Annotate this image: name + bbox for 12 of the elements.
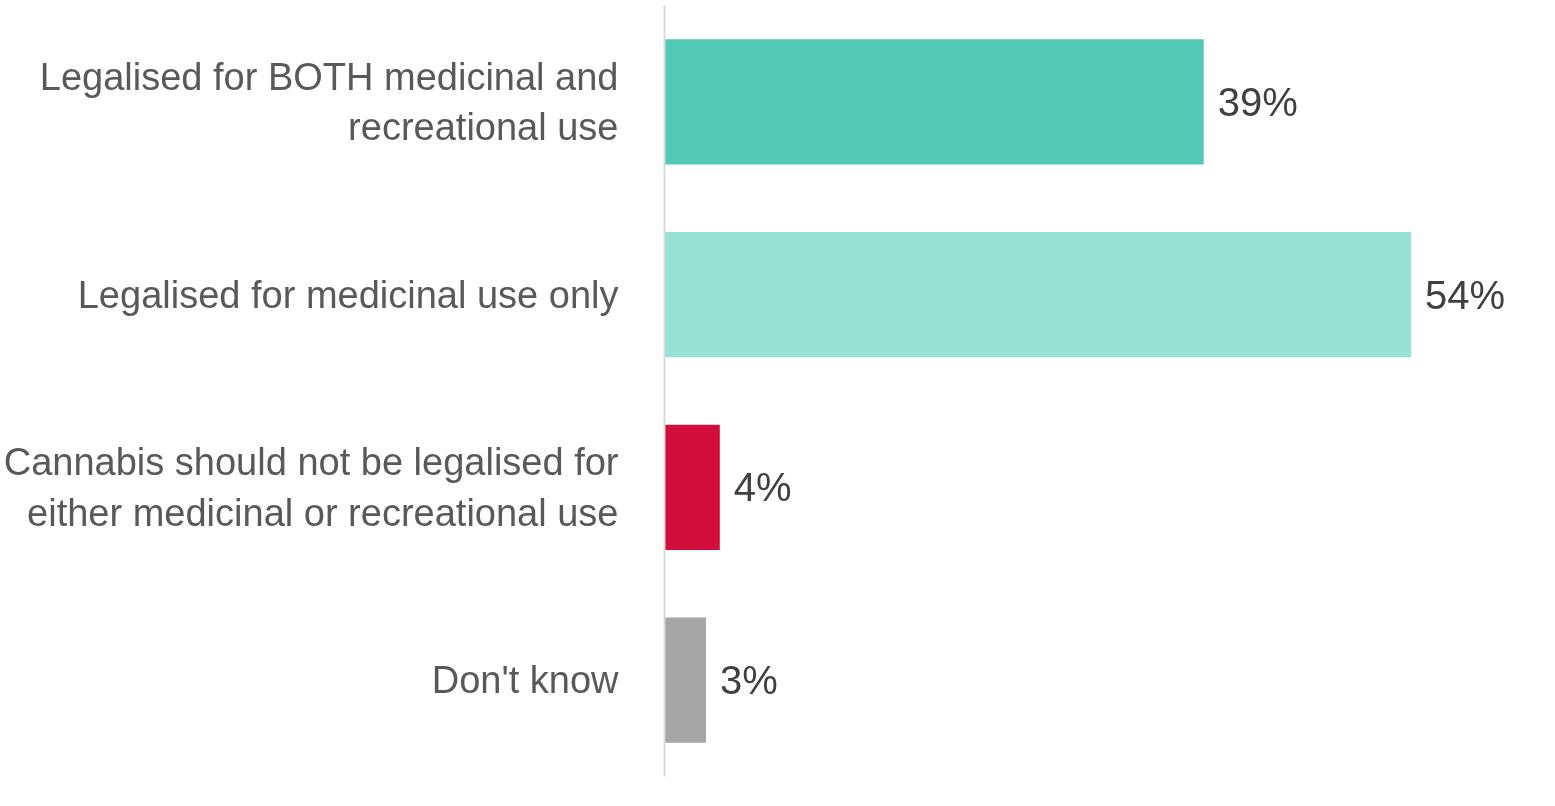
data-label: 4%	[733, 465, 792, 510]
bar	[664, 424, 720, 551]
data-label: 54%	[1425, 272, 1506, 317]
data-label: 3%	[719, 658, 778, 703]
y-tick-label: Legalised for medicinal use only	[77, 273, 619, 316]
data-label: 39%	[1217, 79, 1298, 124]
bar	[664, 231, 1412, 358]
y-tick-label: Don't know	[431, 659, 620, 702]
bar	[664, 39, 1204, 165]
bar	[664, 617, 706, 743]
y-tick-label: Cannabis should not be legalised for either medicinal or recreational use	[3, 441, 619, 534]
y-tick-label: Legalised for BOTH medicinal and recreational use	[39, 55, 619, 149]
